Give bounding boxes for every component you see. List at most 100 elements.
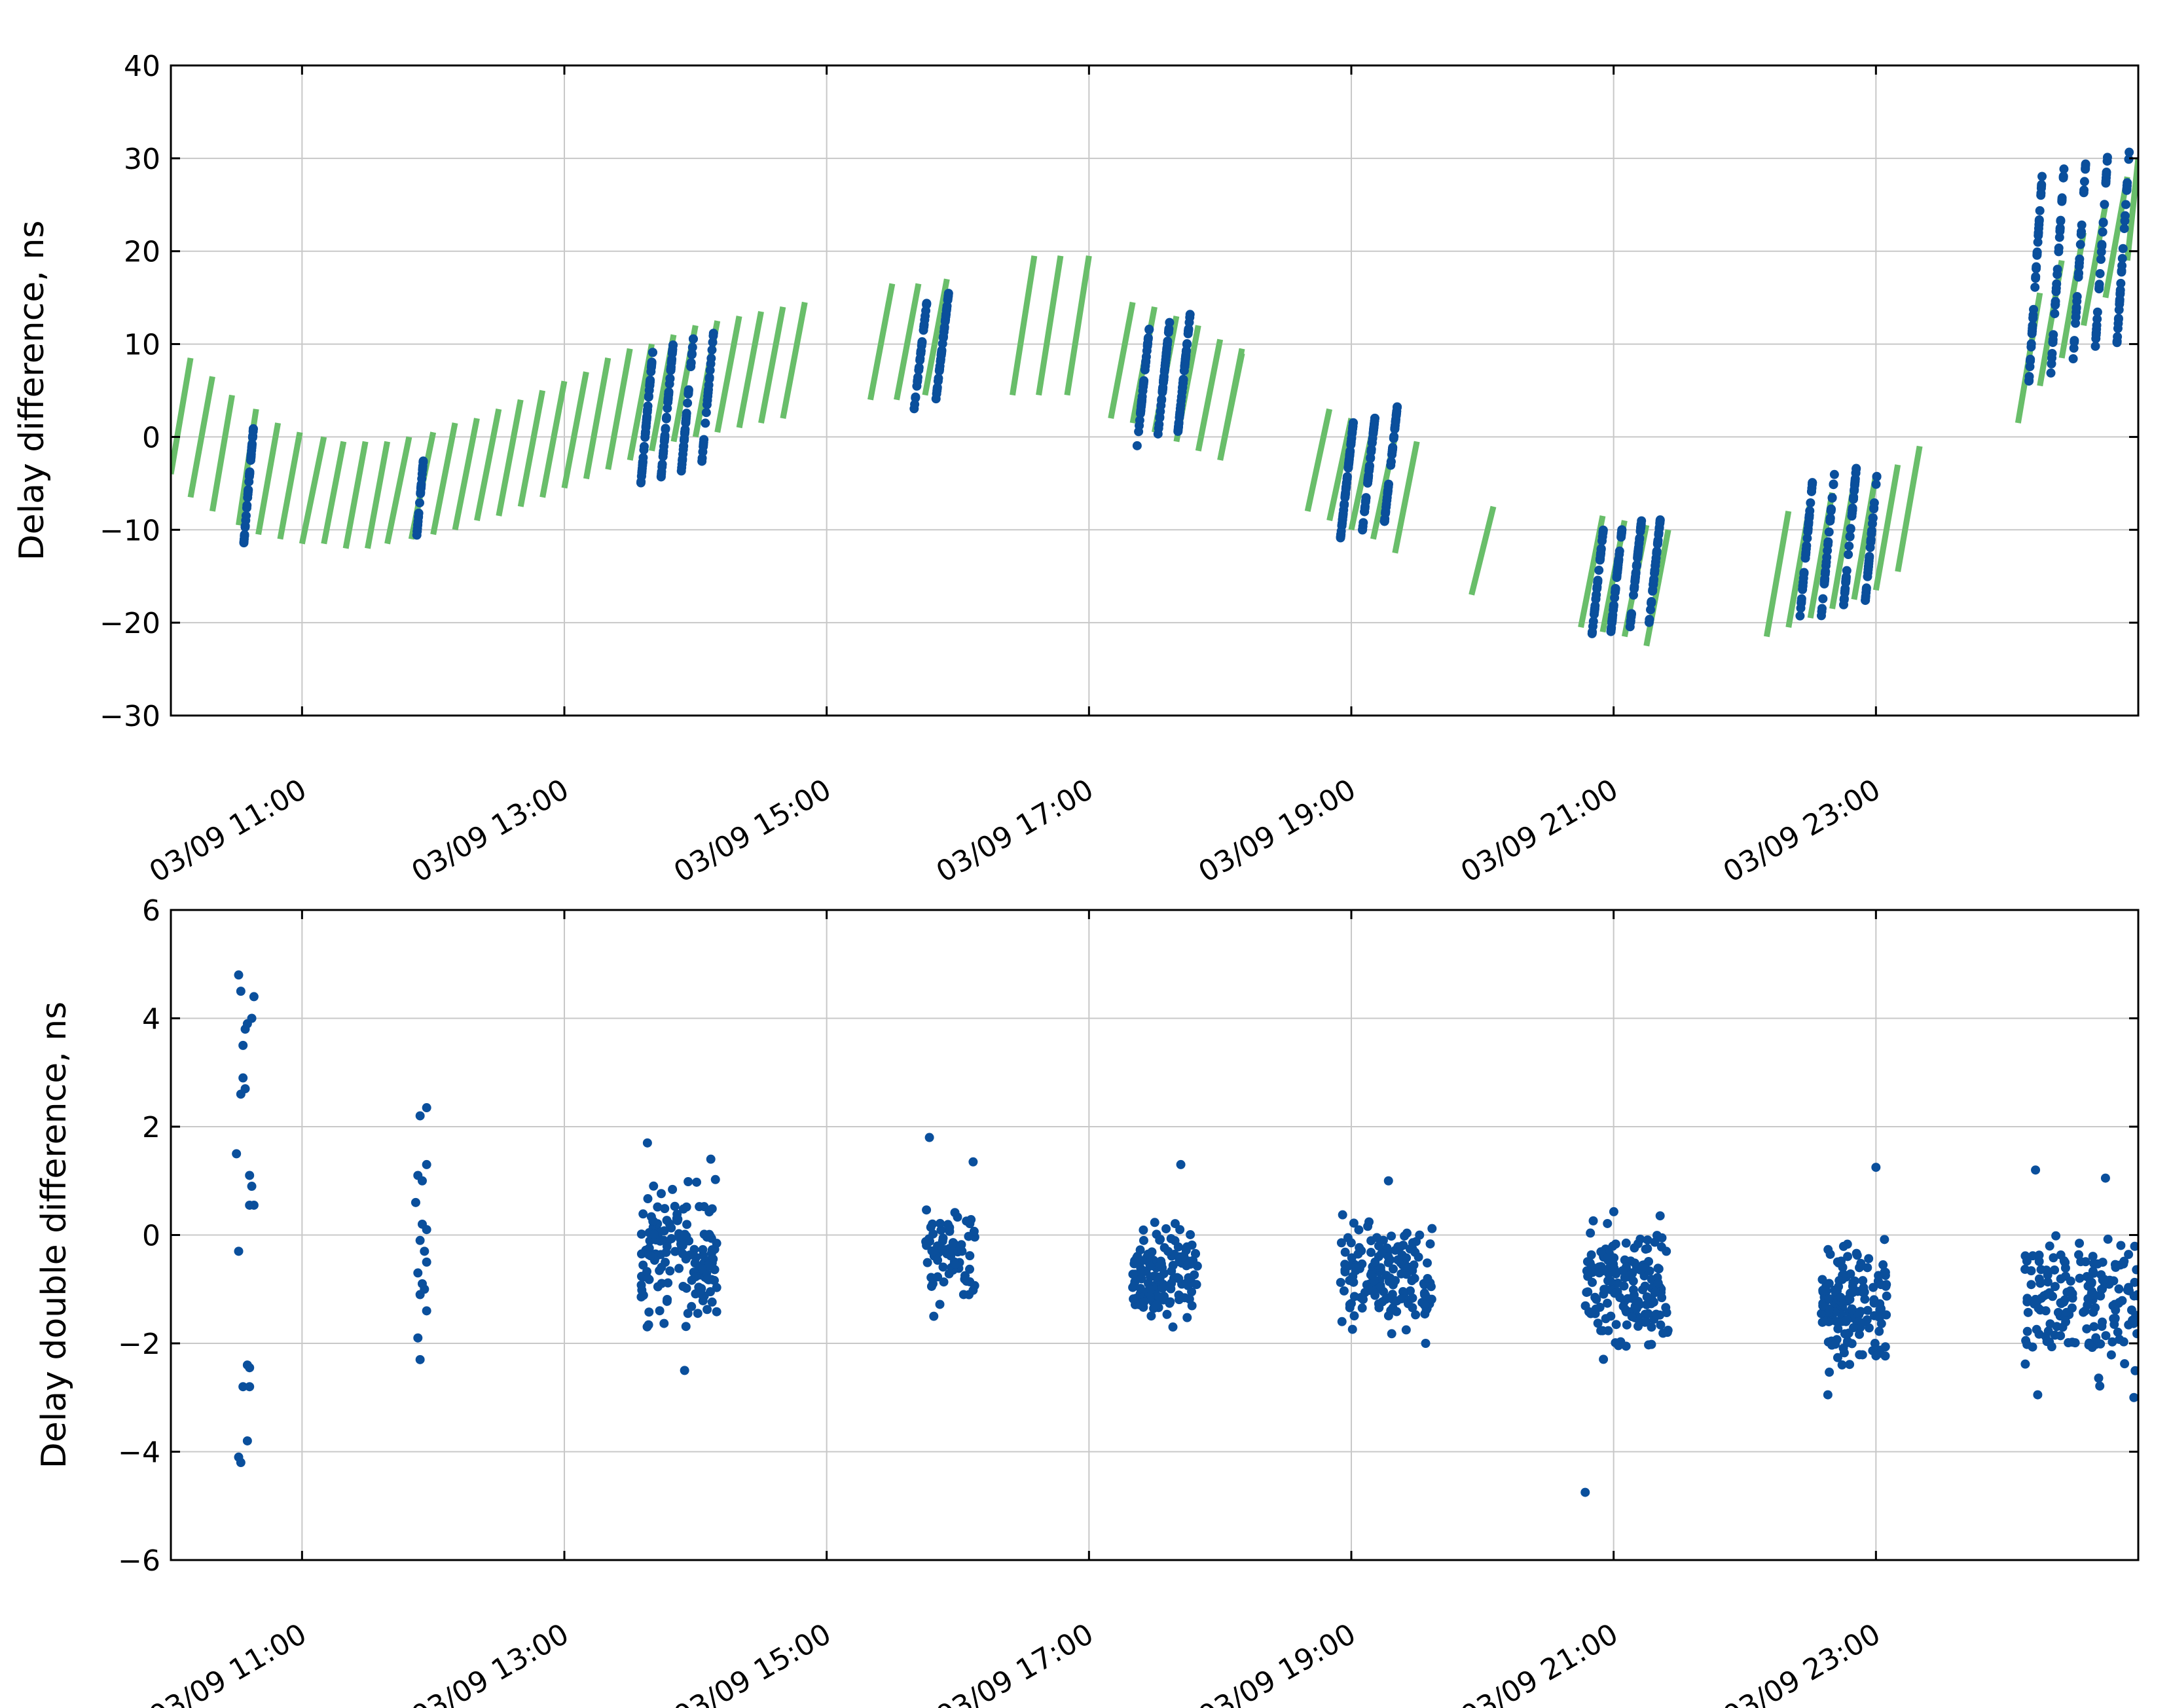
observed-point [1878, 1260, 1888, 1270]
observed-point [1170, 1219, 1180, 1229]
observed-point [1816, 611, 1826, 621]
x-tick-label: 03/09 15:00 [668, 1617, 837, 1708]
observed-point [2020, 1359, 2030, 1369]
observed-point [1611, 585, 1620, 595]
observed-point [644, 1307, 654, 1317]
observed-point [937, 1245, 947, 1254]
observed-point [1628, 1269, 1637, 1279]
observed-point [1410, 1273, 1419, 1283]
observed-point [678, 1204, 688, 1214]
observed-point [1347, 1324, 1357, 1334]
observed-point [1588, 1216, 1598, 1226]
observed-point [929, 1311, 939, 1321]
observed-point [668, 1184, 678, 1194]
observed-point [1138, 386, 1148, 396]
observed-point [1191, 1249, 1201, 1259]
observed-point [2130, 1241, 2138, 1251]
observed-point [1842, 1337, 1852, 1347]
observed-point [1859, 1287, 1869, 1297]
observed-point [1421, 1292, 1431, 1301]
observed-point [2054, 247, 2064, 257]
observed-point [1337, 1317, 1347, 1326]
observed-point [965, 1264, 975, 1274]
observed-point [2024, 376, 2034, 386]
model-line-segment [430, 422, 458, 536]
observed-point [636, 471, 646, 481]
observed-point [2119, 1256, 2129, 1266]
observed-point [241, 511, 251, 520]
observed-point [965, 1219, 975, 1229]
model-line-segment [365, 441, 390, 549]
observed-point [1161, 1224, 1171, 1233]
model-line-segment [1304, 408, 1333, 512]
observed-point [1869, 1295, 1879, 1305]
observed-point [1176, 1159, 1186, 1169]
observed-point [2115, 1298, 2125, 1307]
observed-point [953, 1212, 962, 1222]
observed-point [1837, 1360, 1847, 1370]
observed-point [1402, 1228, 1412, 1238]
observed-point [1183, 329, 1193, 338]
observed-point [2077, 220, 2087, 230]
observed-point [1141, 356, 1151, 366]
observed-point [1387, 1329, 1396, 1339]
observed-point [2120, 211, 2130, 221]
observed-point [1823, 546, 1833, 556]
observed-point [1586, 1250, 1596, 1260]
observed-point [712, 1307, 721, 1317]
observed-point [965, 1251, 975, 1261]
observed-point [1137, 1274, 1146, 1284]
observed-point [943, 1220, 953, 1229]
observed-point [2132, 1329, 2138, 1339]
observed-point [1646, 605, 1656, 615]
observed-point [2103, 1234, 2113, 1244]
observed-point [1162, 1309, 1172, 1319]
observed-point [922, 1205, 932, 1215]
observed-point [684, 1176, 693, 1186]
observed-point [1656, 1242, 1666, 1252]
observed-point [234, 1246, 244, 1256]
observed-point [2056, 1250, 2066, 1260]
observed-point [2101, 1331, 2111, 1341]
observed-point [1845, 1360, 1855, 1370]
observed-point [1139, 1225, 1148, 1235]
observed-point [2088, 1252, 2098, 1262]
observed-point [2057, 195, 2067, 205]
observed-point [2113, 1327, 2123, 1337]
observed-point [2097, 1321, 2107, 1331]
observed-point [1358, 521, 1368, 531]
observed-point [2049, 330, 2058, 340]
observed-point [1154, 424, 1163, 433]
observed-point [240, 521, 250, 531]
observed-point [1819, 576, 1829, 586]
observed-point [1346, 1299, 1356, 1309]
observed-point [1348, 1271, 1358, 1281]
observed-point [1381, 507, 1391, 517]
observed-point [242, 1436, 252, 1445]
observed-point [2132, 1265, 2138, 1275]
observed-point [2050, 309, 2060, 319]
observed-point [1844, 541, 1854, 551]
observed-point [653, 1282, 663, 1292]
observed-point [1139, 1297, 1149, 1307]
observed-point [1596, 549, 1605, 558]
observed-point [916, 346, 926, 356]
plot-area [171, 147, 2138, 647]
observed-point [2051, 300, 2060, 310]
observed-point [680, 1366, 689, 1375]
model-line-segment [539, 380, 568, 498]
observed-point [2130, 1277, 2138, 1287]
observed-point [2130, 1316, 2138, 1326]
observed-point [1876, 1280, 1886, 1290]
observed-point [939, 1277, 949, 1287]
observed-point [2130, 1366, 2138, 1375]
model-line-segment [714, 316, 742, 433]
observed-point [1610, 593, 1620, 603]
observed-point [1157, 395, 1167, 405]
observed-point [1381, 500, 1391, 509]
observed-point [1596, 1247, 1606, 1257]
observed-point [1621, 1238, 1631, 1248]
observed-point [1379, 517, 1389, 526]
observed-point [699, 1250, 708, 1260]
model-line-segment [384, 436, 412, 545]
